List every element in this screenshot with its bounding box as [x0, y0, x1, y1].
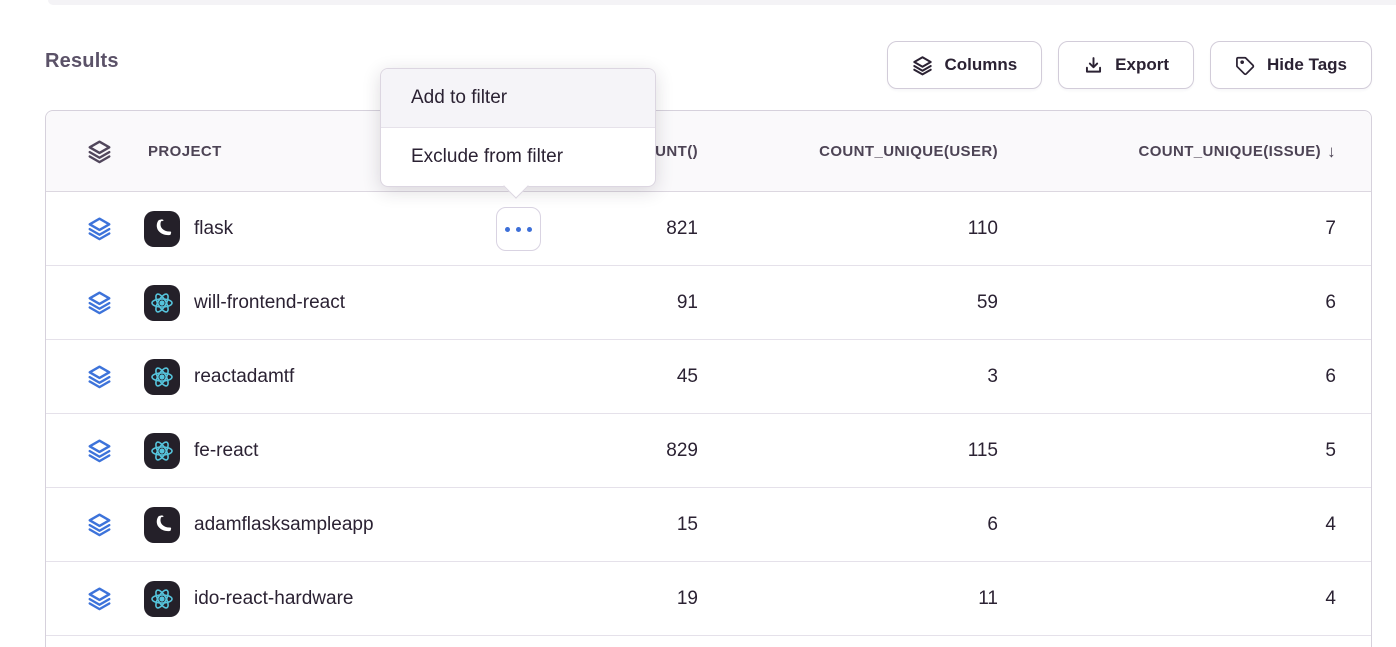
count-unique-issue-value: 6 — [1325, 291, 1336, 313]
project-link[interactable]: adamflasksampleapp — [194, 513, 374, 535]
flask-platform-icon — [144, 506, 180, 543]
panel-above-bottom-edge — [48, 0, 1396, 5]
count-unique-user-value: 115 — [967, 439, 998, 461]
table-row: fe-react 829 115 5 — [46, 414, 1371, 488]
stack-icon — [62, 290, 136, 315]
hide-tags-button[interactable]: Hide Tags — [1210, 41, 1372, 89]
react-platform-icon — [144, 358, 180, 395]
project-link[interactable]: ido-react-hardware — [194, 587, 354, 609]
column-header-count-unique-user[interactable]: COUNT_UNIQUE(USER) — [819, 142, 998, 160]
menu-item-add-to-filter[interactable]: Add to filter — [381, 69, 655, 128]
count-value: 19 — [676, 587, 698, 609]
columns-button-label: Columns — [944, 55, 1018, 74]
results-table: PROJECT COUNT() COUNT_UNIQUE(USER) COUNT… — [45, 110, 1372, 647]
menu-item-exclude-from-filter[interactable]: Exclude from filter — [411, 146, 564, 167]
project-link[interactable]: will-frontend-react — [194, 291, 345, 313]
cell-filter-context-menu: Add to filter Exclude from filter — [380, 68, 656, 199]
download-icon — [1083, 55, 1104, 76]
count-value: 821 — [666, 217, 698, 239]
count-unique-user-value: 59 — [976, 291, 998, 313]
table-row: flask 821 110 7 — [46, 192, 1371, 266]
react-platform-icon — [144, 432, 180, 469]
sort-desc-icon: ↓ — [1327, 142, 1336, 161]
count-unique-issue-value: 4 — [1325, 513, 1336, 535]
table-header-row: PROJECT COUNT() COUNT_UNIQUE(USER) COUNT… — [46, 111, 1371, 192]
count-unique-issue-value: 4 — [1325, 587, 1336, 609]
count-unique-user-value: 6 — [987, 513, 998, 535]
project-link[interactable]: reactadamtf — [194, 365, 295, 387]
columns-button[interactable]: Columns — [887, 41, 1043, 89]
table-row: reactadamtf 45 3 6 — [46, 340, 1371, 414]
count-unique-issue-value: 5 — [1325, 439, 1336, 461]
stack-icon — [62, 512, 136, 537]
react-platform-icon — [144, 580, 180, 617]
layers-icon — [912, 55, 933, 76]
table-row: ido-react-hardware 19 11 4 — [46, 562, 1371, 636]
table-row: will-frontend-react 91 59 6 — [46, 266, 1371, 340]
table-row: adamflasksampleapp 15 6 4 — [46, 488, 1371, 562]
flask-platform-icon — [144, 210, 180, 247]
stack-icon — [62, 586, 136, 611]
count-unique-user-value: 11 — [978, 587, 998, 609]
stack-icon — [62, 438, 136, 463]
hide-tags-button-label: Hide Tags — [1267, 55, 1347, 74]
count-value: 829 — [666, 439, 698, 461]
export-button-label: Export — [1115, 55, 1170, 74]
table-row-partial — [46, 636, 1371, 647]
export-button[interactable]: Export — [1058, 41, 1195, 89]
count-unique-user-value: 3 — [987, 365, 998, 387]
react-platform-icon — [144, 284, 180, 321]
stack-icon — [62, 216, 136, 241]
column-header-count-unique-issue[interactable]: COUNT_UNIQUE(ISSUE) ↓ — [1138, 142, 1336, 161]
project-link[interactable]: fe-react — [194, 439, 259, 461]
project-link[interactable]: flask — [194, 217, 234, 239]
cell-actions-ellipsis-button[interactable] — [496, 207, 541, 251]
stack-icon — [62, 139, 136, 164]
results-toolbar: Columns Export Hide Tags — [887, 41, 1372, 89]
count-unique-issue-value: 6 — [1325, 365, 1336, 387]
count-value: 45 — [676, 365, 698, 387]
tag-icon — [1235, 55, 1256, 76]
count-unique-issue-value: 7 — [1325, 217, 1336, 239]
count-value: 15 — [676, 513, 698, 535]
stack-icon — [62, 364, 136, 389]
count-unique-user-value: 110 — [967, 217, 998, 239]
results-heading: Results — [45, 50, 119, 72]
count-value: 91 — [676, 291, 698, 313]
column-header-project[interactable]: PROJECT — [148, 142, 222, 160]
